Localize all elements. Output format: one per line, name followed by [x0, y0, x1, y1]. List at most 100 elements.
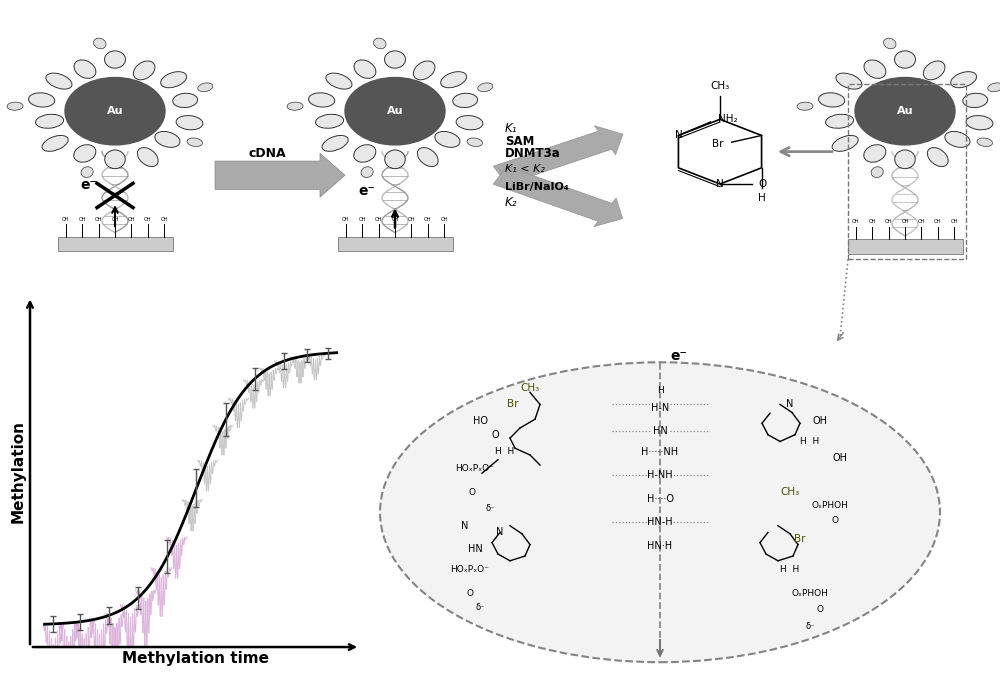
Circle shape [345, 78, 445, 145]
Y-axis label: Methylation: Methylation [11, 421, 26, 523]
Text: K₂: K₂ [505, 195, 518, 209]
Ellipse shape [988, 83, 1000, 92]
Ellipse shape [832, 135, 858, 152]
Text: NH₂: NH₂ [718, 114, 738, 123]
Ellipse shape [385, 150, 405, 168]
Text: OH: OH [918, 220, 925, 224]
Ellipse shape [326, 73, 352, 89]
Text: OH: OH [885, 220, 892, 224]
Text: CH₃: CH₃ [520, 383, 540, 392]
Bar [58, 237, 173, 251]
Text: OH: OH [408, 217, 415, 222]
Ellipse shape [945, 131, 970, 148]
Ellipse shape [864, 60, 886, 78]
Text: O: O [816, 605, 824, 615]
Text: OH: OH [375, 217, 382, 222]
Ellipse shape [74, 145, 96, 162]
Ellipse shape [467, 138, 483, 146]
Bar [848, 84, 966, 259]
Text: N: N [461, 521, 469, 530]
Text: Au: Au [897, 106, 913, 116]
Text: N: N [786, 400, 794, 409]
Text: H-N: H-N [651, 403, 669, 412]
Ellipse shape [871, 166, 883, 177]
Text: H  H: H H [800, 437, 820, 446]
Text: OH: OH [441, 217, 448, 222]
Ellipse shape [374, 38, 386, 49]
Text: HOₓPₓO⁻: HOₓPₓO⁻ [451, 565, 489, 574]
Ellipse shape [198, 83, 213, 92]
Ellipse shape [74, 60, 96, 78]
Text: δ⁻: δ⁻ [805, 622, 815, 632]
Text: HN·H: HN·H [647, 541, 673, 551]
Text: O: O [758, 179, 766, 189]
Text: N: N [716, 179, 724, 189]
Ellipse shape [380, 362, 940, 662]
Ellipse shape [187, 138, 203, 146]
Ellipse shape [435, 131, 460, 148]
Ellipse shape [413, 61, 435, 80]
Ellipse shape [966, 115, 993, 130]
Ellipse shape [884, 38, 896, 49]
Ellipse shape [137, 148, 158, 166]
Ellipse shape [316, 115, 344, 128]
Ellipse shape [895, 51, 915, 68]
Text: O: O [832, 516, 838, 525]
Ellipse shape [361, 166, 373, 177]
Text: H-NH: H-NH [647, 470, 673, 480]
Ellipse shape [441, 71, 467, 88]
Text: OH: OH [358, 217, 366, 222]
Text: OH: OH [868, 220, 876, 224]
Ellipse shape [864, 145, 886, 162]
Text: OH: OH [342, 217, 349, 222]
Ellipse shape [105, 150, 125, 168]
Ellipse shape [322, 135, 348, 152]
Text: H: H [657, 386, 663, 396]
Ellipse shape [819, 93, 845, 107]
Bar [338, 237, 452, 251]
Text: OH: OH [144, 217, 152, 222]
Text: Br: Br [507, 400, 519, 409]
Text: OH: OH [951, 220, 958, 224]
Text: HO: HO [473, 417, 488, 426]
Text: e⁻: e⁻ [670, 348, 687, 363]
Ellipse shape [42, 135, 68, 152]
Ellipse shape [417, 148, 438, 166]
Ellipse shape [46, 73, 72, 89]
Text: OₓPHOH: OₓPHOH [792, 588, 828, 598]
Ellipse shape [155, 131, 180, 148]
FancyArrow shape [215, 154, 345, 197]
Ellipse shape [81, 166, 93, 177]
Text: OH: OH [812, 417, 828, 426]
Ellipse shape [456, 115, 483, 130]
Ellipse shape [826, 115, 854, 128]
Text: O: O [491, 430, 499, 439]
Text: OₓPHOH: OₓPHOH [812, 501, 848, 510]
Ellipse shape [7, 102, 23, 111]
Text: O: O [468, 487, 476, 497]
Text: OH: OH [832, 454, 848, 463]
Text: OH: OH [95, 217, 102, 222]
Text: cDNA: cDNA [248, 148, 286, 160]
FancyArrow shape [493, 166, 623, 226]
Ellipse shape [927, 148, 948, 166]
Text: CH₃: CH₃ [780, 487, 800, 497]
Circle shape [65, 78, 165, 145]
Text: SAM: SAM [505, 135, 534, 148]
Text: δ⁻: δ⁻ [475, 603, 485, 613]
Ellipse shape [29, 93, 55, 107]
Ellipse shape [36, 115, 64, 128]
Text: DNMT3a: DNMT3a [505, 147, 561, 160]
Text: CH₃: CH₃ [710, 81, 730, 91]
Text: K₁ < K₂: K₁ < K₂ [505, 164, 545, 173]
Text: OH: OH [78, 217, 86, 222]
Ellipse shape [161, 71, 187, 88]
Text: OH: OH [934, 220, 942, 224]
Ellipse shape [923, 61, 945, 80]
Text: HN: HN [653, 427, 667, 436]
Ellipse shape [176, 115, 203, 130]
Text: H  H: H H [780, 565, 800, 574]
Text: H·····NH: H·····NH [641, 447, 679, 456]
Text: e⁻: e⁻ [358, 185, 375, 198]
Text: OH: OH [391, 217, 399, 222]
